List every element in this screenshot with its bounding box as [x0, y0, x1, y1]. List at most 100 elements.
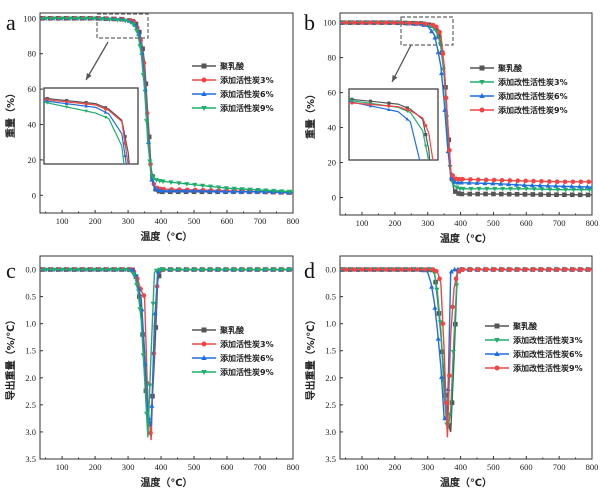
marker-triangle-up — [498, 181, 504, 186]
marker-triangle-down — [64, 105, 69, 109]
marker-circle — [359, 20, 365, 25]
inset-line — [44, 100, 127, 164]
marker-triangle-down — [160, 179, 166, 185]
x-tick-label: 300 — [421, 462, 434, 472]
series-4 — [40, 267, 293, 438]
marker-triangle-down — [153, 268, 159, 274]
marker-triangle-up — [152, 185, 158, 191]
marker-triangle-down — [454, 185, 460, 191]
y-tick-label: 40 — [28, 120, 37, 130]
marker-circle — [383, 267, 388, 272]
marker-triangle-down — [423, 144, 428, 148]
chart-panel-c: c 100 200 300 400 500 600 700 800 0.0 0.5 1.0 1.5 2.0… — [4, 255, 299, 489]
marker-triangle-down — [137, 44, 143, 49]
marker-square — [201, 63, 207, 69]
marker-triangle-up — [490, 180, 496, 186]
y-axis-label: 导出重量（%/℃） — [4, 315, 17, 401]
marker-triangle-down — [176, 267, 182, 273]
marker-circle — [491, 267, 497, 272]
x-tick-label: 600 — [221, 462, 234, 472]
marker-triangle-up — [190, 188, 196, 193]
marker-triangle-down — [507, 186, 514, 192]
marker-circle — [437, 276, 442, 282]
marker-triangle-down — [523, 186, 529, 192]
marker-triangle-up — [584, 184, 590, 189]
marker-triangle-down — [83, 267, 89, 273]
marker-triangle-up — [152, 310, 158, 316]
marker-circle — [141, 293, 147, 298]
marker-triangle-up — [424, 211, 428, 214]
x-tick-label: 500 — [487, 218, 500, 228]
y-tick-label: 20 — [328, 158, 337, 168]
marker-circle — [460, 267, 465, 272]
marker-circle — [84, 102, 88, 106]
marker-square — [506, 191, 512, 197]
series-4 — [340, 267, 592, 438]
marker-square — [467, 191, 473, 197]
marker-triangle-down — [208, 267, 214, 273]
marker-triangle-down — [479, 80, 485, 85]
marker-triangle-up — [438, 374, 445, 380]
x-tick-label: 200 — [89, 462, 102, 472]
x-axis-label: 温度（℃） — [140, 230, 192, 243]
y-tick-label: 100 — [23, 13, 36, 23]
marker-circle — [554, 267, 560, 272]
marker-triangle-down — [99, 267, 105, 273]
y-tick-label: 3.0 — [25, 427, 36, 437]
marker-triangle-down — [144, 411, 150, 417]
marker-triangle-up — [155, 187, 161, 193]
legend-item: 添加活性炭9% — [192, 367, 274, 377]
x-tick-label: 300 — [421, 218, 434, 228]
legend-label: 聚乳酸 — [512, 321, 538, 331]
marker-square — [562, 192, 567, 198]
marker-triangle-down — [147, 159, 153, 165]
marker-square — [453, 189, 458, 194]
plot-series — [340, 266, 592, 438]
y-tick-label: 40 — [328, 123, 337, 133]
marker-circle — [350, 101, 354, 105]
marker-triangle-up — [429, 284, 435, 289]
marker-triangle-down — [59, 16, 65, 22]
marker-triangle-up — [64, 101, 69, 105]
marker-circle — [440, 321, 446, 326]
marker-triangle-down — [51, 267, 57, 273]
marker-circle — [507, 267, 513, 272]
marker-triangle-up — [537, 182, 543, 188]
marker-triangle-up — [435, 49, 441, 55]
marker-triangle-up — [201, 355, 207, 360]
marker-triangle-down — [571, 187, 577, 193]
marker-triangle-down — [231, 186, 237, 192]
x-tick-label: 200 — [388, 218, 401, 228]
panel-label: c — [6, 258, 16, 283]
marker-triangle-up — [246, 189, 252, 194]
marker-circle — [523, 267, 528, 272]
marker-circle — [494, 365, 500, 371]
marker-triangle-down — [201, 370, 207, 375]
marker-triangle-down — [215, 267, 221, 273]
marker-circle — [399, 267, 404, 272]
marker-square — [569, 192, 575, 198]
inset-series — [349, 97, 434, 214]
legend-label: 添加活性炭3% — [220, 339, 274, 349]
marker-square — [405, 106, 409, 110]
marker-circle — [578, 267, 584, 272]
marker-triangle-down — [130, 272, 136, 277]
legend-item: 添加改性活性炭6% — [485, 349, 583, 359]
legend-label: 添加活性炭3% — [220, 75, 274, 85]
marker-square — [538, 192, 544, 197]
marker-triangle-down — [75, 16, 81, 22]
y-tick-label: 100 — [323, 18, 336, 28]
x-tick-label: 100 — [356, 462, 369, 472]
marker-triangle-down — [287, 267, 293, 273]
marker-triangle-down — [223, 186, 229, 191]
y-axis-label: 重量（%） — [304, 89, 317, 139]
legend-label: 添加活性炭6% — [220, 89, 274, 99]
panel-label: d — [304, 258, 315, 283]
x-tick-label: 800 — [287, 216, 300, 226]
marker-circle — [343, 267, 349, 272]
y-tick-label: 60 — [328, 88, 337, 98]
legend-label: 添加改性活性炭6% — [498, 91, 568, 101]
marker-triangle-down — [450, 349, 456, 355]
